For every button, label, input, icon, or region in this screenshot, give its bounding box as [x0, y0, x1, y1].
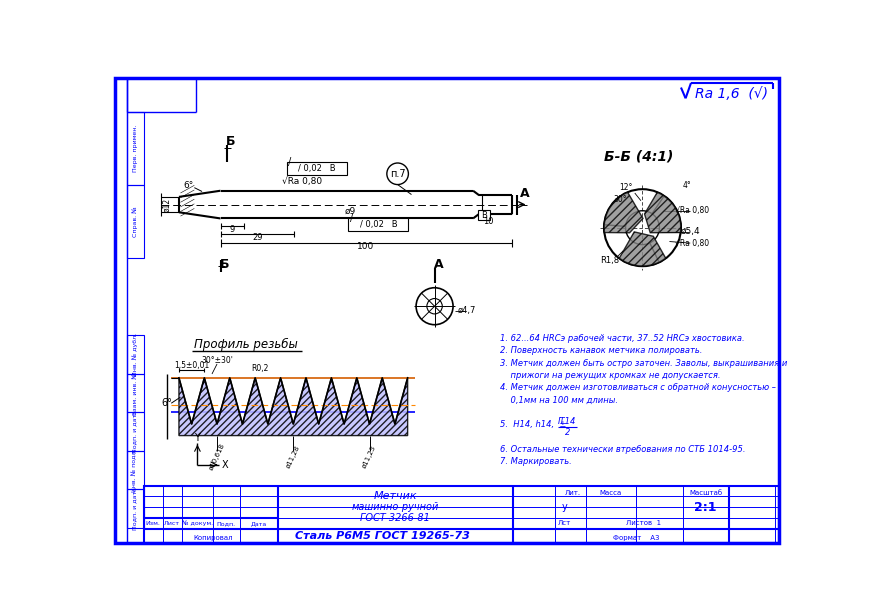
Text: Копировал: Копировал	[193, 535, 233, 541]
Text: 6. Остальные технически втребования по СТБ 1014-95.: 6. Остальные технически втребования по С…	[500, 445, 746, 454]
Text: / 0,02   В: / 0,02 В	[359, 220, 397, 229]
Bar	[126, 185, 144, 258]
Text: Лст: Лст	[558, 520, 571, 526]
Bar	[126, 489, 144, 528]
Bar	[348, 219, 408, 231]
Text: 6°: 6°	[161, 398, 172, 408]
Text: 10: 10	[483, 217, 494, 226]
Text: Ra 1,6  (√): Ra 1,6 (√)	[694, 87, 767, 101]
Text: √Ra 0,80: √Ra 0,80	[282, 177, 322, 186]
Text: ø11,28: ø11,28	[285, 444, 301, 468]
Text: Справ. №: Справ. №	[133, 206, 138, 237]
Text: Инв. № подл.: Инв. № подл.	[133, 448, 138, 492]
Text: Масса: Масса	[600, 491, 622, 496]
Text: ø11,23: ø11,23	[362, 444, 378, 468]
Text: √Ra 0,80: √Ra 0,80	[676, 206, 710, 216]
Polygon shape	[644, 192, 681, 233]
Text: ø9: ø9	[344, 206, 356, 216]
Text: Y: Y	[194, 433, 201, 443]
Text: / 0,02   В: / 0,02 В	[298, 164, 336, 173]
Text: ГОСТ 3266-81: ГОСТ 3266-81	[360, 513, 430, 523]
Text: № докум.: № докум.	[182, 521, 213, 526]
Text: 1,5±0,01: 1,5±0,01	[174, 361, 209, 370]
Text: А: А	[433, 258, 443, 271]
Text: X: X	[221, 460, 228, 470]
Bar	[478, 210, 490, 220]
Text: R1,8: R1,8	[601, 255, 620, 265]
Text: 30°±30': 30°±30'	[201, 356, 233, 365]
Bar	[126, 413, 144, 451]
Text: /: /	[288, 157, 291, 167]
Text: Б: Б	[220, 258, 229, 271]
Text: прижоги на режущих кромках не допускается.: прижоги на режущих кромках не допускаетс…	[500, 371, 720, 380]
Text: 29: 29	[252, 233, 262, 242]
Text: 6°: 6°	[183, 181, 194, 190]
Polygon shape	[619, 232, 666, 266]
Text: Б: Б	[226, 135, 235, 148]
Text: 30°: 30°	[613, 195, 627, 204]
Text: у: у	[562, 502, 568, 512]
Text: Профиль резьбы: Профиль резьбы	[194, 338, 298, 351]
Text: R0,2: R0,2	[251, 364, 269, 373]
Text: IT14: IT14	[558, 418, 576, 426]
Text: 2: 2	[565, 428, 570, 437]
Text: Листов  1: Листов 1	[626, 520, 662, 526]
Text: 5.  H14, h14,  ±: 5. H14, h14, ±	[500, 420, 567, 429]
Text: 3. Метчик должен быть остро заточен. Заволы, выкрашивания и: 3. Метчик должен быть остро заточен. Зав…	[500, 359, 787, 368]
Text: Масштаб: Масштаб	[689, 491, 722, 496]
Text: Дата: Дата	[251, 521, 267, 526]
Text: Подп. и дата: Подп. и дата	[133, 410, 138, 453]
Text: Перв. примен.: Перв. примен.	[133, 125, 138, 172]
Text: Сталь Р6М5 ГОСТ 19265-73: Сталь Р6М5 ГОСТ 19265-73	[295, 530, 470, 541]
Text: Формат    А3: Формат А3	[613, 535, 659, 541]
Text: машинно-ручной: машинно-ручной	[351, 502, 439, 512]
Text: 1. 62...64 HRCэ рабочей части, 37..52 HRCэ хвостовика.: 1. 62...64 HRCэ рабочей части, 37..52 HR…	[500, 334, 745, 343]
Text: Б-Б (4:1): Б-Б (4:1)	[604, 150, 673, 164]
Text: 2:1: 2:1	[694, 500, 717, 514]
Text: п.7: п.7	[390, 169, 405, 179]
Bar	[287, 162, 347, 174]
Text: 0,1мм на 100 мм длины.: 0,1мм на 100 мм длины.	[500, 395, 618, 405]
Bar	[126, 374, 144, 413]
Text: ø4,7: ø4,7	[458, 306, 476, 316]
Text: Лист: Лист	[164, 521, 180, 526]
Polygon shape	[604, 192, 643, 233]
Text: 9: 9	[229, 225, 235, 235]
Text: 12°: 12°	[619, 183, 632, 192]
Text: Лит.: Лит.	[564, 491, 581, 496]
Text: √Ra 0,80: √Ra 0,80	[676, 239, 710, 247]
Bar	[126, 112, 144, 185]
Text: В: В	[481, 211, 487, 220]
Text: ø12: ø12	[162, 198, 171, 212]
Text: /: /	[350, 214, 353, 223]
Text: 7. Маркировать.: 7. Маркировать.	[500, 457, 572, 466]
Text: Метчик: Метчик	[373, 491, 417, 502]
Text: 100: 100	[358, 243, 375, 251]
Bar	[126, 335, 144, 374]
Text: 2. Поверхность канавок метчика полировать.: 2. Поверхность канавок метчика полироват…	[500, 346, 703, 356]
Bar	[144, 486, 779, 543]
Text: 4°: 4°	[683, 181, 691, 190]
Text: Инв. № дубл.: Инв. № дубл.	[133, 333, 138, 376]
Bar	[126, 451, 144, 489]
Polygon shape	[179, 378, 407, 435]
Text: ø10,618: ø10,618	[208, 442, 226, 471]
Text: 4. Метчик должен изготовливаться с обратной конусностью –: 4. Метчик должен изготовливаться с обрат…	[500, 383, 776, 392]
Text: Взам. инв. №: Взам. инв. №	[133, 372, 138, 414]
Text: Изм.: Изм.	[146, 521, 160, 526]
Text: ø5,4: ø5,4	[680, 227, 700, 236]
Text: А: А	[520, 187, 529, 200]
Text: Подп. и дата: Подп. и дата	[133, 488, 138, 530]
Text: Подп.: Подп.	[216, 521, 235, 526]
